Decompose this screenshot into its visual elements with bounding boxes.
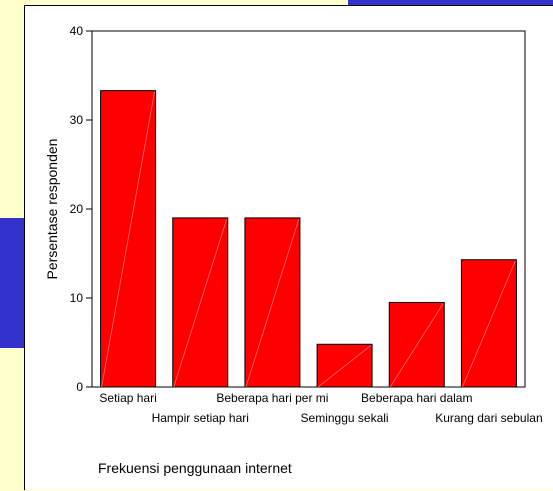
y-tick-label: 40	[70, 24, 84, 38]
x-tick-label: Setiap hari	[99, 391, 156, 405]
bar-seam	[462, 260, 516, 388]
x-tick-label: Seminggu sekali	[301, 411, 389, 425]
y-tick-label: 20	[70, 202, 84, 216]
left-accent-block	[0, 218, 24, 348]
x-tick-label: Hampir setiap hari	[152, 411, 249, 425]
top-accent-bar	[348, 0, 553, 5]
x-axis-title: Frekuensi penggunaan internet	[98, 460, 292, 476]
x-tick-label: Beberapa hari dalam	[361, 391, 472, 405]
plot-frame	[91, 30, 526, 388]
chart-panel: 0 10 20 30 40 Persentase responden Setiap hari…	[24, 5, 553, 490]
bar-seam	[389, 303, 444, 388]
bar-chart: 0 10 20 30 40 Persentase responden Setiap hari…	[44, 24, 543, 425]
y-tick-label: 10	[70, 291, 84, 305]
bar-seam	[101, 91, 155, 388]
y-tick-label: 30	[70, 113, 84, 127]
y-tick-label: 0	[76, 380, 83, 394]
bar-seam	[173, 218, 228, 388]
y-axis-title: Persentase responden	[44, 139, 60, 280]
x-tick-label: Beberapa hari per mi	[216, 391, 328, 405]
bar-seam	[245, 218, 300, 388]
x-tick-label: Kurang dari sebulan	[435, 411, 542, 425]
bar-seam	[317, 344, 372, 388]
